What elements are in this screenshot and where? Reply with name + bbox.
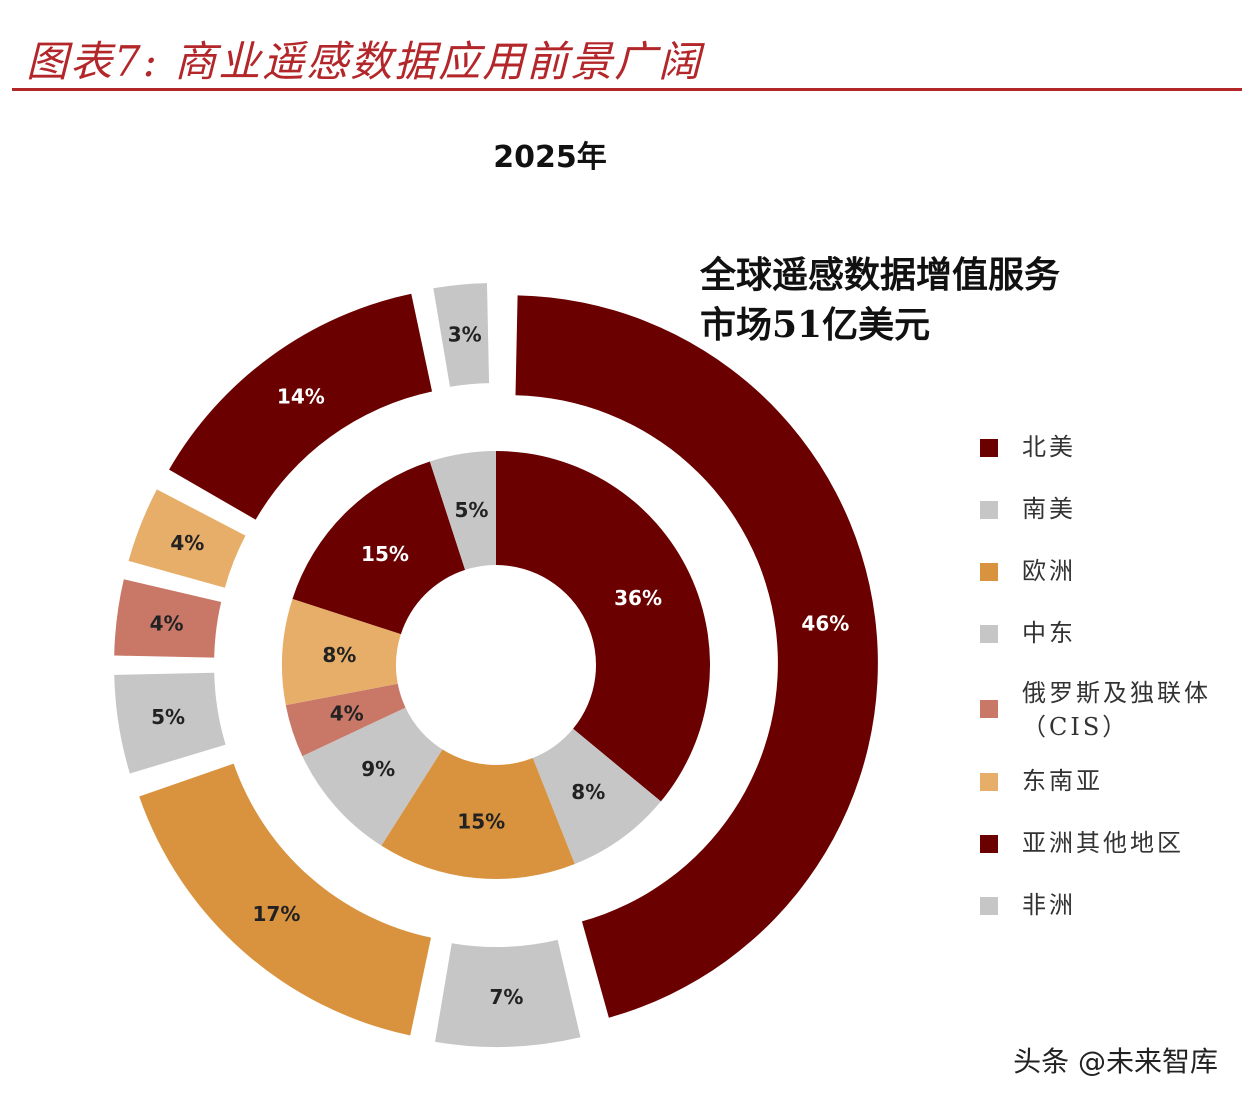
figure-title: 图表7: 商业遥感数据应用前景广阔: [26, 37, 703, 86]
market-annotation-line-2: 市场51亿美元: [700, 304, 931, 346]
inner-ring-slice-label: 15%: [361, 542, 409, 566]
outer-ring-slice: [169, 293, 433, 520]
outer-ring-slice: [114, 579, 222, 658]
legend-swatch: [980, 563, 998, 581]
watermark: 头条 @未来智库: [1013, 1045, 1218, 1078]
outer-ring-slice-group: 17%: [139, 763, 432, 1036]
title-divider: [12, 88, 1242, 91]
outer-ring-slice-label: 17%: [253, 902, 301, 926]
legend-item-south-america: 南美: [976, 490, 1236, 552]
inner-ring-slice-group: 15%: [292, 461, 466, 635]
inner-ring-slice: [281, 598, 401, 706]
legend-label: 欧洲: [1022, 557, 1076, 585]
outer-ring-slice: [128, 489, 246, 588]
legend-swatch: [980, 439, 998, 457]
legend-item-cis: 俄罗斯及独联体 （CIS）: [976, 676, 1236, 762]
inner-ring-slice-group: 15%: [381, 749, 575, 879]
outer-ring-slice-group: 3%: [433, 283, 490, 387]
outer-ring-slice-group: 4%: [128, 489, 246, 588]
outer-ring-slice-group: 4%: [114, 579, 222, 658]
inner-ring-slice-label: 8%: [322, 643, 356, 667]
inner-ring-slice-label: 8%: [571, 780, 605, 804]
inner-ring-slice: [285, 683, 406, 757]
inner-ring-slice-group: 5%: [429, 451, 496, 570]
outer-ring-slice: [435, 939, 581, 1047]
legend-swatch: [980, 700, 998, 718]
legend-item-middle-east: 中东: [976, 614, 1236, 676]
inner-ring-slice: [292, 461, 466, 635]
legend-item-europe: 欧洲: [976, 552, 1236, 614]
legend-swatch: [980, 625, 998, 643]
outer-ring-slice-label: 14%: [277, 384, 325, 408]
chart-title: 2025年: [493, 140, 607, 175]
outer-ring-slice-group: 5%: [114, 672, 226, 774]
market-annotation-line-1: 全球遥感数据增值服务: [700, 254, 1061, 296]
legend-swatch: [980, 835, 998, 853]
inner-ring-slice: [302, 707, 443, 846]
outer-ring-slice-group: 7%: [435, 939, 581, 1047]
legend-label: 东南亚: [1022, 767, 1103, 795]
outer-ring-slice: [515, 295, 878, 1018]
outer-ring-slice: [139, 763, 432, 1036]
inner-ring-slice-label: 36%: [614, 586, 662, 610]
legend-item-southeast-asia: 东南亚: [976, 762, 1236, 824]
outer-ring-slice-label: 4%: [170, 531, 204, 555]
inner-ring-slice-group: 36%: [496, 451, 711, 802]
outer-ring-slice-label: 4%: [150, 611, 184, 635]
legend-item-africa: 非洲: [976, 886, 1236, 948]
inner-ring-slice-label: 5%: [454, 498, 488, 522]
inner-ring-slice-group: 8%: [532, 728, 661, 864]
legend-label: 南美: [1022, 495, 1076, 523]
inner-ring-slice-group: 8%: [281, 598, 401, 706]
legend-swatch: [980, 773, 998, 791]
inner-ring-slice: [496, 451, 711, 802]
legend-label: 北美: [1022, 433, 1076, 461]
inner-ring-slice-group: 4%: [285, 683, 406, 757]
legend-label: 俄罗斯及独联体 （CIS）: [1022, 679, 1211, 741]
legend-label: 中东: [1022, 619, 1076, 647]
legend-item-rest-of-asia: 亚洲其他地区: [976, 824, 1236, 886]
legend-swatch: [980, 897, 998, 915]
inner-ring-slice: [532, 728, 661, 864]
legend-label: 亚洲其他地区: [1022, 829, 1184, 857]
legend-label: 非洲: [1022, 891, 1076, 919]
inner-ring-slice: [381, 749, 575, 879]
inner-ring-slice-label: 9%: [361, 757, 395, 781]
outer-ring-slice-group: 14%: [169, 293, 433, 520]
outer-ring-slice-label: 3%: [448, 322, 482, 346]
outer-ring-slice-label: 5%: [151, 705, 185, 729]
outer-ring-slice-label: 46%: [801, 611, 849, 635]
outer-ring-slice-label: 7%: [489, 985, 523, 1009]
outer-ring-slice: [114, 672, 226, 774]
inner-ring-slice-label: 4%: [330, 702, 364, 726]
outer-ring-slice-group: 46%: [515, 295, 878, 1018]
market-annotation: 全球遥感数据增值服务 市场51亿美元: [700, 250, 1120, 350]
outer-ring-slice: [433, 283, 490, 387]
inner-ring-slice-group: 9%: [302, 707, 443, 846]
legend-swatch: [980, 501, 998, 519]
chart-legend: 北美 南美 欧洲 中东 俄罗斯及独联体 （CIS） 东南亚 亚洲其他地区 非洲: [976, 428, 1236, 948]
legend-item-north-america: 北美: [976, 428, 1236, 490]
inner-ring-slice-label: 15%: [457, 809, 505, 833]
inner-ring-slice: [429, 451, 496, 570]
